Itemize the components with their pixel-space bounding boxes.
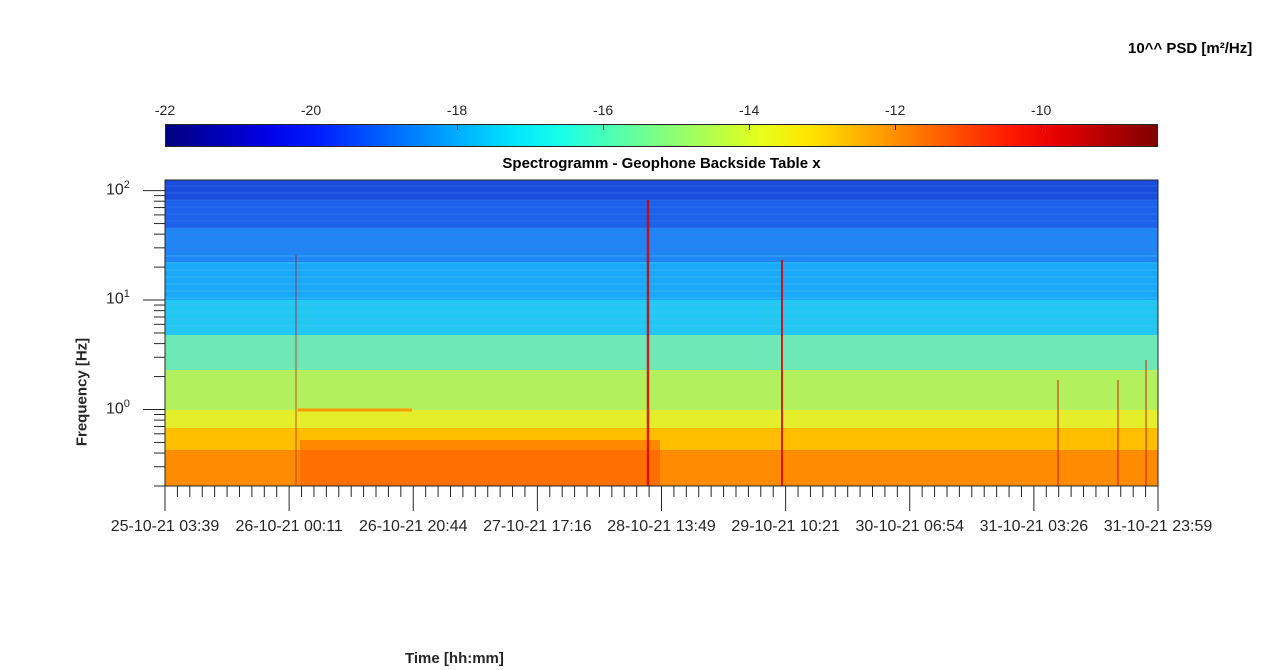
x-tick-label: 26-10-21 00:11	[235, 518, 343, 535]
y-tick-base: 10	[106, 399, 124, 417]
spectrogram-band	[165, 370, 1158, 410]
x-tick-label: 30-10-21 06:54	[855, 518, 965, 535]
spectrogram-band	[165, 180, 1158, 200]
x-tick-label: 27-10-21 17:16	[483, 518, 592, 535]
chart-title: Spectrogramm - Geophone Backside Table x	[502, 155, 821, 172]
x-tick-label: 29-10-21 10:21	[731, 518, 840, 535]
colorbar-tick-label: -12	[885, 102, 906, 118]
x-axis-label: Time [hh:mm]	[405, 650, 504, 667]
x-tick-label: 31-10-21 23:59	[1103, 518, 1213, 535]
colorbar-tick-label: -18	[446, 102, 468, 118]
x-tick-label: 31-10-21 03:26	[979, 518, 1089, 535]
x-tick-label: 26-10-21 20:44	[358, 518, 468, 535]
colorbar-tick-label: -22	[154, 102, 176, 118]
colorbar-tick	[311, 124, 313, 130]
colorbar-title: 10^^ PSD [m²/Hz]	[1128, 40, 1253, 57]
y-tick-base: 10	[106, 290, 124, 308]
x-tick-label: 28-10-21 13:49	[607, 518, 716, 535]
colorbar-tick	[895, 124, 897, 130]
y-tick-exponent: 2	[123, 178, 130, 191]
colorbar-tick-label: -14	[738, 102, 760, 118]
colorbar-tick	[165, 124, 166, 130]
spectrogram-band	[165, 300, 1158, 335]
colorbar-tick	[457, 124, 459, 130]
colorbar-tick	[1041, 124, 1043, 130]
y-tick-exponent: 0	[123, 397, 130, 410]
colorbar-tick	[603, 124, 605, 130]
colorbar-tick	[749, 124, 751, 130]
colorbar	[165, 124, 1158, 147]
x-tick-label: 25-10-21 03:39	[110, 518, 220, 535]
spectrogram-high-energy-region	[300, 440, 660, 486]
spectrogram-band	[165, 262, 1158, 300]
spectrogram-band	[165, 228, 1158, 262]
y-tick-label: 100	[106, 398, 130, 418]
y-axis-label: Frequency [Hz]	[73, 337, 91, 447]
spectrogram-band	[165, 410, 1158, 428]
colorbar-tick-label: -16	[592, 102, 614, 118]
y-tick-exponent: 1	[123, 288, 130, 301]
colorbar-tick-label: -20	[300, 102, 322, 118]
y-tick-label: 102	[106, 179, 130, 199]
y-tick-label: 101	[106, 288, 130, 308]
spectrogram-band	[165, 335, 1158, 370]
colorbar-tick-label: -10	[1031, 102, 1052, 118]
y-tick-base: 10	[106, 180, 124, 198]
